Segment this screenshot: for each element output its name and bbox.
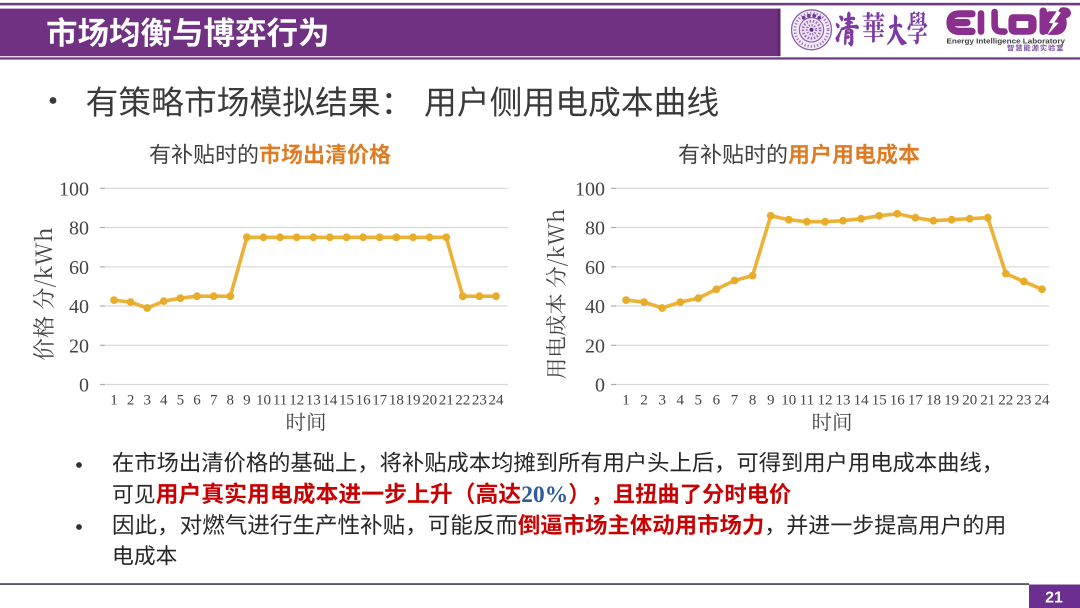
- svg-text:2: 2: [127, 393, 135, 409]
- svg-text:8: 8: [749, 393, 757, 409]
- svg-text:20: 20: [585, 335, 605, 357]
- svg-text:1: 1: [110, 393, 118, 409]
- svg-text:19: 19: [406, 393, 421, 409]
- svg-text:16: 16: [890, 393, 906, 409]
- svg-text:100: 100: [59, 178, 89, 200]
- svg-text:21: 21: [980, 393, 995, 409]
- svg-text:17: 17: [908, 393, 924, 409]
- svg-text:8: 8: [227, 393, 235, 409]
- svg-text:40: 40: [585, 296, 605, 318]
- svg-text:15: 15: [872, 393, 887, 409]
- svg-text:11: 11: [800, 393, 814, 409]
- svg-text:60: 60: [69, 257, 89, 279]
- svg-text:18: 18: [389, 393, 404, 409]
- svg-text:9: 9: [243, 393, 251, 409]
- svg-text:4: 4: [160, 393, 168, 409]
- svg-text:13: 13: [306, 393, 321, 409]
- svg-text:5: 5: [177, 393, 185, 409]
- svg-text:40: 40: [69, 296, 89, 318]
- svg-text:23: 23: [472, 393, 487, 409]
- svg-text:20: 20: [422, 393, 437, 409]
- svg-text:17: 17: [372, 393, 388, 409]
- svg-text:12: 12: [289, 393, 304, 409]
- svg-text:7: 7: [210, 393, 218, 409]
- svg-text:12: 12: [818, 393, 833, 409]
- svg-text:20: 20: [69, 335, 89, 357]
- svg-text:0: 0: [79, 375, 89, 397]
- svg-text:22: 22: [998, 393, 1013, 409]
- svg-text:19: 19: [944, 393, 959, 409]
- svg-text:24: 24: [1035, 393, 1051, 409]
- svg-text:9: 9: [767, 393, 775, 409]
- svg-text:5: 5: [695, 393, 703, 409]
- svg-text:1: 1: [622, 393, 630, 409]
- svg-text:60: 60: [585, 257, 605, 279]
- svg-text:Energy Intelligence Laboratory: Energy Intelligence Laboratory: [947, 37, 1066, 46]
- svg-text:3: 3: [143, 393, 151, 409]
- svg-text:3: 3: [658, 393, 666, 409]
- svg-text:10: 10: [781, 393, 796, 409]
- svg-text:4: 4: [677, 393, 685, 409]
- svg-text:24: 24: [489, 393, 505, 409]
- svg-text:11: 11: [273, 393, 287, 409]
- svg-text:100: 100: [575, 178, 605, 200]
- svg-text:21: 21: [1045, 590, 1063, 607]
- svg-text:23: 23: [1016, 393, 1031, 409]
- svg-text:14: 14: [322, 393, 338, 409]
- svg-text:6: 6: [193, 393, 201, 409]
- svg-text:80: 80: [585, 218, 605, 240]
- svg-text:7: 7: [731, 393, 739, 409]
- svg-text:21: 21: [439, 393, 454, 409]
- svg-text:2: 2: [640, 393, 648, 409]
- svg-text:15: 15: [339, 393, 354, 409]
- svg-text:80: 80: [69, 218, 89, 240]
- svg-text:16: 16: [356, 393, 372, 409]
- svg-text:13: 13: [836, 393, 851, 409]
- svg-text:20: 20: [962, 393, 977, 409]
- svg-text:10: 10: [256, 393, 271, 409]
- svg-text:14: 14: [854, 393, 870, 409]
- svg-text:18: 18: [926, 393, 941, 409]
- svg-text:0: 0: [595, 375, 605, 397]
- svg-text:22: 22: [455, 393, 470, 409]
- svg-text:6: 6: [713, 393, 721, 409]
